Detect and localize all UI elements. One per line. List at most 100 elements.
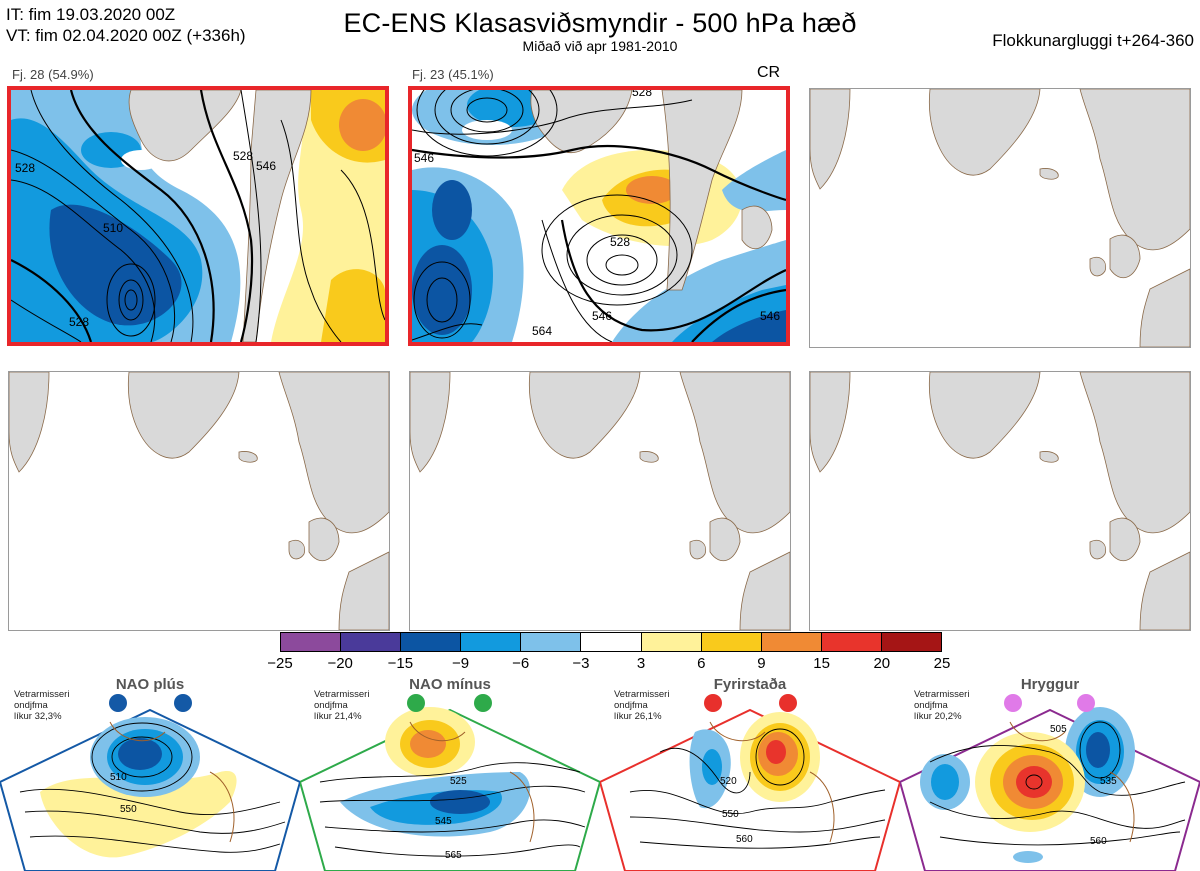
header-times: IT: fim 19.03.2020 00Z VT: fim 02.04.202… [6,4,246,46]
regime-blocking-graphic: 520 550 560 [600,694,900,871]
panel-2-label: Fj. 23 (45.1%) [412,67,494,82]
contour-label: 550 [120,804,137,815]
contour-label: 505 [1050,724,1067,735]
colorbar-tick-label: 3 [636,655,646,672]
colorbar-tick-label: 6 [697,655,706,672]
contour-label: 545 [435,816,452,827]
contour-label: 550 [722,809,739,820]
regime-ridge-graphic: 505 535 560 [900,694,1200,871]
land-masses [530,90,773,291]
regime-nao-minus: 525 545 565 NAO mínus Vetrarmisseri ondjf… [300,672,600,871]
colorbar-segment [281,633,342,651]
panel-2-tag: CR [757,64,781,81]
colorbar-segment [581,633,642,651]
regime-note: Vetrarmisseri ondjfma líkur 20,2% [914,689,970,722]
colorbar-segment [341,633,402,651]
contour-label: 546 [760,309,780,323]
colorbar-segment [401,633,462,651]
colorbar-segment [641,633,702,651]
regime-note: Vetrarmisseri ondjfma líkur 32,3% [14,689,70,722]
anomaly-fill [920,707,1135,863]
colorbar-tick-label: −3 [572,655,590,672]
colorbar-tick-label: −15 [387,655,414,672]
map-panel-5[interactable] [409,371,791,631]
colorbar-segment [701,633,762,651]
height-contours [929,721,1186,846]
regime-marker [474,694,492,712]
contour-label: 564 [532,324,552,338]
colorbar-tick-label: −25 [267,655,293,672]
colorbar-tick-label: −9 [451,655,470,672]
page-title: EC-ENS Klasasviðsmyndir - 500 hPa hæð [343,8,857,38]
regime-note: Vetrarmisseri ondjfma líkur 26,1% [614,689,670,722]
map-panel-6[interactable] [809,371,1191,631]
anomaly-fill [412,90,786,342]
height-contours [319,762,586,857]
colorbar-tick-label: 15 [813,655,830,672]
regime-name: Fyrirstaða [713,676,787,693]
contour-label: 528 [69,315,89,329]
base-map [810,89,1190,347]
regime-marker [1004,694,1022,712]
initial-time: IT: fim 19.03.2020 00Z [6,5,176,24]
contour-label: 546 [414,151,434,165]
regime-nao-minus-graphic: 525 545 565 [300,694,600,871]
regime-name: NAO plús [115,676,185,693]
map-panel-3[interactable] [809,88,1191,348]
regime-marker [704,694,722,712]
classification-window: Flokkunargluggi t+264-360 [992,31,1194,50]
contour-label: 560 [736,834,753,845]
contour-label: 565 [445,850,462,861]
contour-label: 510 [103,221,123,235]
base-map [9,372,389,630]
map-panel-2-graphic: 528 546 528 546 564 546 [412,90,786,342]
regime-nao-plus-graphic: 510 550 [0,694,300,871]
contour-label: 525 [450,776,467,787]
contour-label: 520 [720,776,737,787]
regime-marker [779,694,797,712]
regime-blocking: 520 550 560 Fyrirstaða Vetrarmisseri ondj… [600,672,900,871]
regime-note: Vetrarmisseri ondjfma líkur 21,4% [314,689,370,722]
anomaly-fill [340,707,530,837]
anomaly-colorbar [280,632,942,652]
height-contours [412,90,786,342]
valid-time: VT: fim 02.04.2020 00Z (+336h) [6,26,246,45]
height-contours [11,90,385,342]
anomaly-fill [11,90,385,342]
contour-label: 560 [1090,836,1107,847]
map-panel-4[interactable] [8,371,390,631]
height-contours [629,728,886,849]
base-map [410,372,790,630]
map-panel-2[interactable]: 528 546 528 546 564 546 [408,86,790,346]
map-panel-1[interactable]: 528 510 528 528 546 [7,86,389,346]
contour-label: 546 [256,159,276,173]
page-subtitle: Miðað við apr 1981-2010 [522,38,678,54]
contour-label: 528 [610,235,630,249]
contour-label: 546 [592,309,612,323]
map-panel-1-graphic: 528 510 528 528 546 [11,90,385,342]
base-map [810,372,1190,630]
contour-label: 535 [1100,776,1117,787]
colorbar-segment [821,633,882,651]
colorbar-segment [461,633,522,651]
panel-1-label: Fj. 28 (54.9%) [12,67,94,82]
colorbar-tick-label: 25 [933,655,951,672]
contour-label: 528 [632,90,652,99]
regime-marker [407,694,425,712]
regime-name: NAO mínus [409,676,491,693]
colorbar-segment [881,633,942,651]
regime-ridge: 505 535 560 Hryggur Vetrarmisseri ondjfma… [900,672,1200,871]
colorbar-segment [521,633,582,651]
colorbar-tick-label: −20 [327,655,353,672]
colorbar-tick-label: 20 [873,655,891,672]
contour-label: 510 [110,772,127,783]
colorbar-tick-label: 9 [757,655,766,672]
contour-label: 528 [233,149,253,163]
colorbar-segment [761,633,822,651]
regime-marker [1077,694,1095,712]
regime-nao-plus: 510 550 NAO plús Vetrarmisseri ondjfma lík… [0,672,300,871]
regime-name: Hryggur [1020,676,1080,693]
height-contours [19,722,286,853]
regime-marker [109,694,127,712]
colorbar-tick-label: −6 [512,655,530,672]
